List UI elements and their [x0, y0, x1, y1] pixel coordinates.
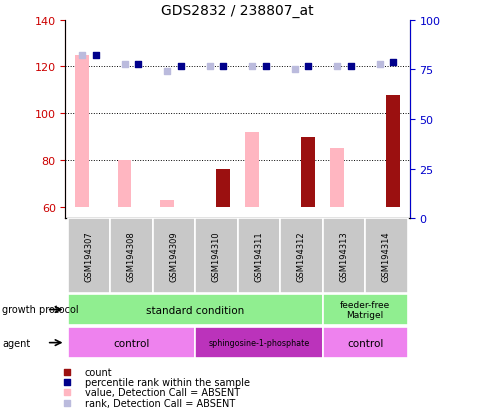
Point: [205, 64, 213, 71]
Text: GSM194314: GSM194314: [381, 231, 390, 281]
Bar: [237, 219, 280, 293]
Bar: [245, 133, 258, 207]
Text: control: control: [346, 338, 382, 348]
Bar: [67, 219, 110, 293]
Text: GSM194312: GSM194312: [296, 231, 305, 281]
Point: [389, 59, 396, 66]
Point: [63, 368, 71, 375]
Bar: [195, 328, 322, 358]
Point: [333, 64, 340, 71]
Text: feeder-free
Matrigel: feeder-free Matrigel: [339, 300, 390, 319]
Point: [346, 64, 354, 71]
Point: [248, 64, 256, 71]
Point: [261, 64, 269, 71]
Text: standard condition: standard condition: [146, 305, 244, 315]
Bar: [118, 161, 131, 207]
Bar: [301, 137, 315, 207]
Text: agent: agent: [2, 338, 30, 348]
Bar: [322, 294, 407, 325]
Bar: [322, 219, 364, 293]
Text: control: control: [113, 338, 149, 348]
Text: GSM194309: GSM194309: [169, 231, 178, 281]
Text: count: count: [85, 367, 112, 377]
Bar: [386, 95, 399, 207]
Point: [63, 378, 71, 385]
Bar: [67, 294, 322, 325]
Bar: [330, 149, 343, 207]
Bar: [364, 219, 407, 293]
Point: [163, 69, 170, 75]
Text: percentile rank within the sample: percentile rank within the sample: [85, 377, 249, 387]
Bar: [67, 328, 195, 358]
Point: [121, 62, 128, 68]
Text: GSM194313: GSM194313: [339, 231, 348, 281]
Bar: [322, 328, 407, 358]
Bar: [280, 219, 322, 293]
Point: [134, 62, 142, 68]
Text: value, Detection Call = ABSENT: value, Detection Call = ABSENT: [85, 387, 240, 396]
Text: growth protocol: growth protocol: [2, 305, 79, 315]
Text: sphingosine-1-phosphate: sphingosine-1-phosphate: [208, 338, 309, 347]
Point: [290, 66, 298, 73]
Point: [177, 64, 184, 71]
Point: [91, 52, 99, 59]
Point: [63, 400, 71, 407]
Bar: [195, 219, 237, 293]
Text: rank, Detection Call = ABSENT: rank, Detection Call = ABSENT: [85, 399, 235, 408]
Text: GSM194307: GSM194307: [84, 231, 93, 281]
Bar: [160, 200, 174, 207]
Point: [304, 64, 312, 71]
Bar: [110, 219, 152, 293]
Point: [375, 62, 383, 68]
Text: GSM194311: GSM194311: [254, 231, 263, 281]
Text: GSM194308: GSM194308: [127, 231, 136, 281]
Bar: [216, 170, 229, 207]
Text: GSM194310: GSM194310: [212, 231, 220, 281]
Point: [63, 388, 71, 395]
Bar: [75, 56, 89, 207]
Title: GDS2832 / 238807_at: GDS2832 / 238807_at: [161, 4, 313, 18]
Bar: [152, 219, 195, 293]
Point: [219, 64, 227, 71]
Point: [78, 52, 86, 59]
